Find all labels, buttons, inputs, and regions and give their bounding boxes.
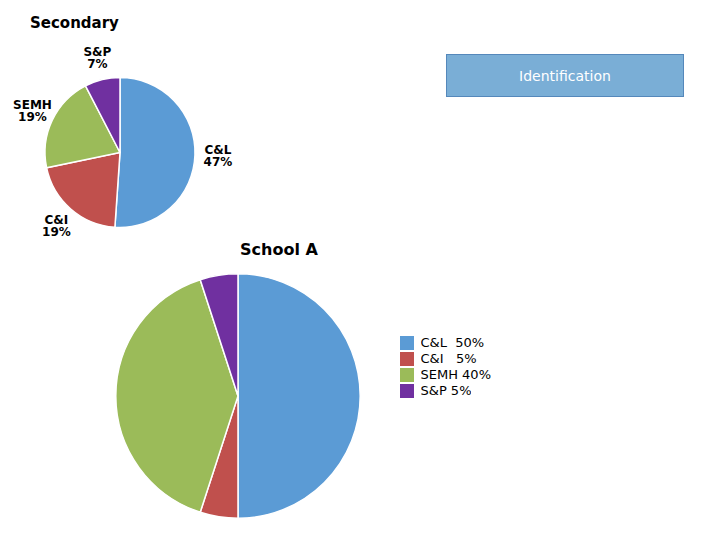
svg-text:C&I19%: C&I19%	[42, 213, 71, 239]
html-text:SEMH 40%: SEMH 40%	[420, 367, 491, 382]
html-text:Identification: Identification	[519, 67, 611, 84]
svg-text:C&L47%: C&L47%	[204, 143, 233, 169]
svg-text:SEMH19%: SEMH19%	[13, 98, 52, 124]
html-text:C&I 5%: C&I 5%	[420, 351, 477, 366]
html-text:School A: School A	[240, 240, 318, 259]
html-text:S&P 5%: S&P 5%	[420, 383, 472, 398]
svg-text:S&P7%: S&P7%	[83, 45, 111, 71]
html-text:C&L 50%: C&L 50%	[420, 335, 485, 350]
html-text:Secondary: Secondary	[30, 14, 119, 32]
